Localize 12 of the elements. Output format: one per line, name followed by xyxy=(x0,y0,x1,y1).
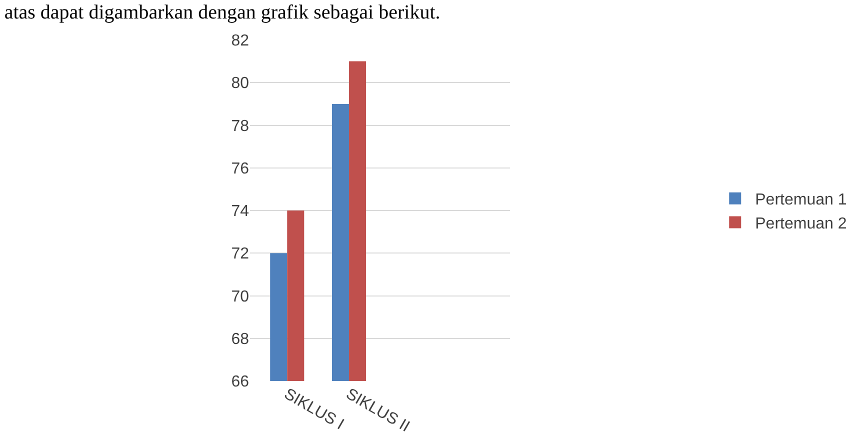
legend-label: Pertemuan 2 xyxy=(755,215,847,232)
y-tick-label: 78 xyxy=(231,118,250,135)
chart-title: atas dapat digambarkan dengan grafik sebagai berikut. xyxy=(4,1,440,24)
y-tick-label: 80 xyxy=(231,75,250,92)
y-tick-label: 68 xyxy=(231,330,250,348)
y-tick-label: 72 xyxy=(231,246,250,263)
y-tick-label: 76 xyxy=(231,160,250,178)
y-tick-label: 74 xyxy=(231,203,250,220)
legend-label: Pertemuan 1 xyxy=(755,192,847,209)
y-tick-label: 82 xyxy=(231,32,250,50)
y-tick-label: 66 xyxy=(231,374,250,391)
y-tick-label: 70 xyxy=(231,288,250,306)
